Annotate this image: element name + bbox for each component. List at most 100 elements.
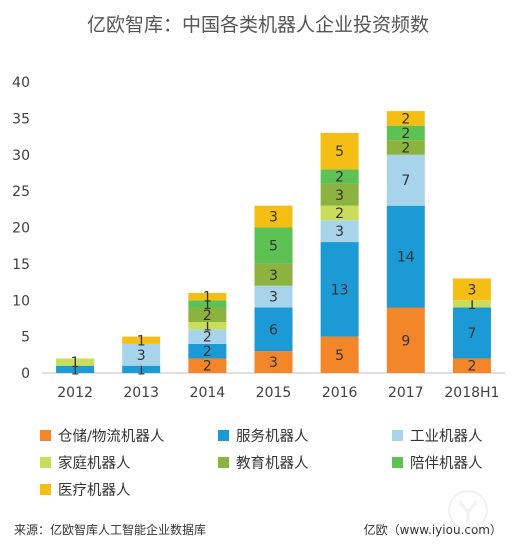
- bar-segment: [188, 358, 227, 373]
- bar-segment: [56, 358, 95, 366]
- stacked-bar-chart: 0510152025303540112012131201322212112014…: [12, 75, 505, 401]
- bar-segment: [320, 132, 359, 170]
- data-label: 5: [335, 144, 344, 160]
- bar-segment: [320, 183, 359, 206]
- data-label: 2: [401, 126, 410, 142]
- bar-segment: [386, 111, 425, 126]
- data-label: 1: [71, 355, 80, 371]
- data-label: 1: [467, 297, 476, 313]
- legend-label: 工业机器人: [410, 429, 483, 445]
- data-label: 5: [269, 239, 278, 255]
- bar-segment: [188, 329, 227, 344]
- bar-segment: [56, 365, 95, 373]
- bar-segment: [320, 336, 359, 373]
- data-label: 1: [137, 362, 146, 378]
- data-label: 13: [331, 282, 349, 298]
- legend-swatch: [392, 457, 403, 468]
- data-label: 3: [467, 282, 476, 298]
- data-label: 14: [397, 250, 415, 266]
- bar-segment: [188, 292, 227, 301]
- x-tick-label: 2016: [322, 385, 358, 401]
- data-label: 2: [335, 206, 344, 222]
- data-label: 7: [401, 173, 410, 189]
- data-label: 2: [203, 344, 212, 360]
- legend-swatch: [40, 457, 51, 468]
- bar-segment: [188, 343, 227, 359]
- y-tick-label: 10: [12, 293, 30, 309]
- y-tick-label: 5: [21, 330, 30, 346]
- x-tick-label: 2014: [190, 385, 226, 401]
- data-label: 1: [203, 290, 212, 306]
- bar-segment: [320, 242, 359, 337]
- y-tick-label: 15: [12, 257, 30, 273]
- bar-segment: [386, 307, 425, 373]
- legend-item: 医疗机器人: [40, 479, 131, 500]
- chart-title: 亿欧智库：中国各类机器人企业投资频数: [86, 14, 429, 36]
- legend-swatch: [392, 430, 403, 441]
- bar-segment: [254, 205, 293, 228]
- y-tick-label: 25: [12, 184, 30, 200]
- data-label: 2: [401, 140, 410, 156]
- data-label: 1: [203, 297, 212, 313]
- bar-segment: [254, 227, 293, 264]
- legend-label: 医疗机器人: [58, 483, 131, 499]
- data-label: 6: [269, 322, 278, 338]
- data-label: 3: [269, 210, 278, 226]
- bar-segment: [386, 125, 425, 141]
- data-label: 2: [203, 308, 212, 324]
- bar-segment: [452, 278, 491, 301]
- bar-segment: [254, 263, 293, 286]
- bar-segment: [386, 140, 425, 155]
- bar-segment: [452, 300, 491, 308]
- data-label: 3: [269, 355, 278, 371]
- data-label: 9: [401, 333, 410, 349]
- bar-segment: [254, 285, 293, 308]
- data-label: 1: [71, 362, 80, 378]
- x-tick-label: 2012: [57, 385, 93, 401]
- y-tick-label: 35: [12, 111, 30, 127]
- x-tick-label: 2013: [123, 385, 159, 401]
- data-label: 3: [137, 348, 146, 364]
- y-tick-label: 30: [12, 148, 30, 164]
- legend-item: 服务机器人: [218, 425, 309, 446]
- bar-segment: [320, 169, 359, 184]
- x-tick-label: 2018H1: [444, 385, 499, 401]
- legend-label: 家庭机器人: [58, 456, 131, 472]
- bar-segment: [320, 205, 359, 221]
- legend-swatch: [40, 484, 51, 495]
- bar-segment: [122, 343, 161, 366]
- watermark-logo-icon: [448, 490, 488, 530]
- bar-segment: [122, 365, 161, 373]
- data-label: 2: [203, 330, 212, 346]
- data-label: 7: [467, 326, 476, 342]
- bar-segment: [188, 322, 227, 330]
- legend-label: 陪伴机器人: [410, 456, 483, 472]
- data-label: 3: [269, 290, 278, 306]
- data-label: 2: [335, 170, 344, 186]
- bar-segment: [188, 307, 227, 323]
- bar-segment: [122, 336, 161, 344]
- legend-label: 仓储/物流机器人: [58, 429, 165, 445]
- legend-item: 工业机器人: [392, 425, 483, 446]
- x-tick-label: 2017: [388, 385, 424, 401]
- bar-segment: [320, 220, 359, 243]
- data-label: 2: [203, 359, 212, 375]
- data-label: 2: [401, 111, 410, 127]
- y-tick-label: 20: [12, 221, 30, 237]
- bar-segment: [386, 154, 425, 206]
- data-label: 3: [335, 188, 344, 204]
- data-label: 1: [203, 319, 212, 335]
- legend-swatch: [218, 430, 229, 441]
- legend-item: 仓储/物流机器人: [40, 425, 164, 446]
- legend-item: 家庭机器人: [40, 452, 131, 473]
- bar-segment: [188, 300, 227, 308]
- y-tick-label: 40: [12, 75, 30, 91]
- bar-segment: [386, 205, 425, 308]
- source-note: 来源：亿欧智库人工智能企业数据库: [14, 523, 207, 537]
- data-label: 3: [335, 224, 344, 240]
- bar-segment: [452, 358, 491, 373]
- x-tick-label: 2015: [256, 385, 292, 401]
- data-label: 2: [467, 359, 476, 375]
- legend-item: 陪伴机器人: [392, 452, 483, 473]
- bar-segment: [254, 351, 293, 373]
